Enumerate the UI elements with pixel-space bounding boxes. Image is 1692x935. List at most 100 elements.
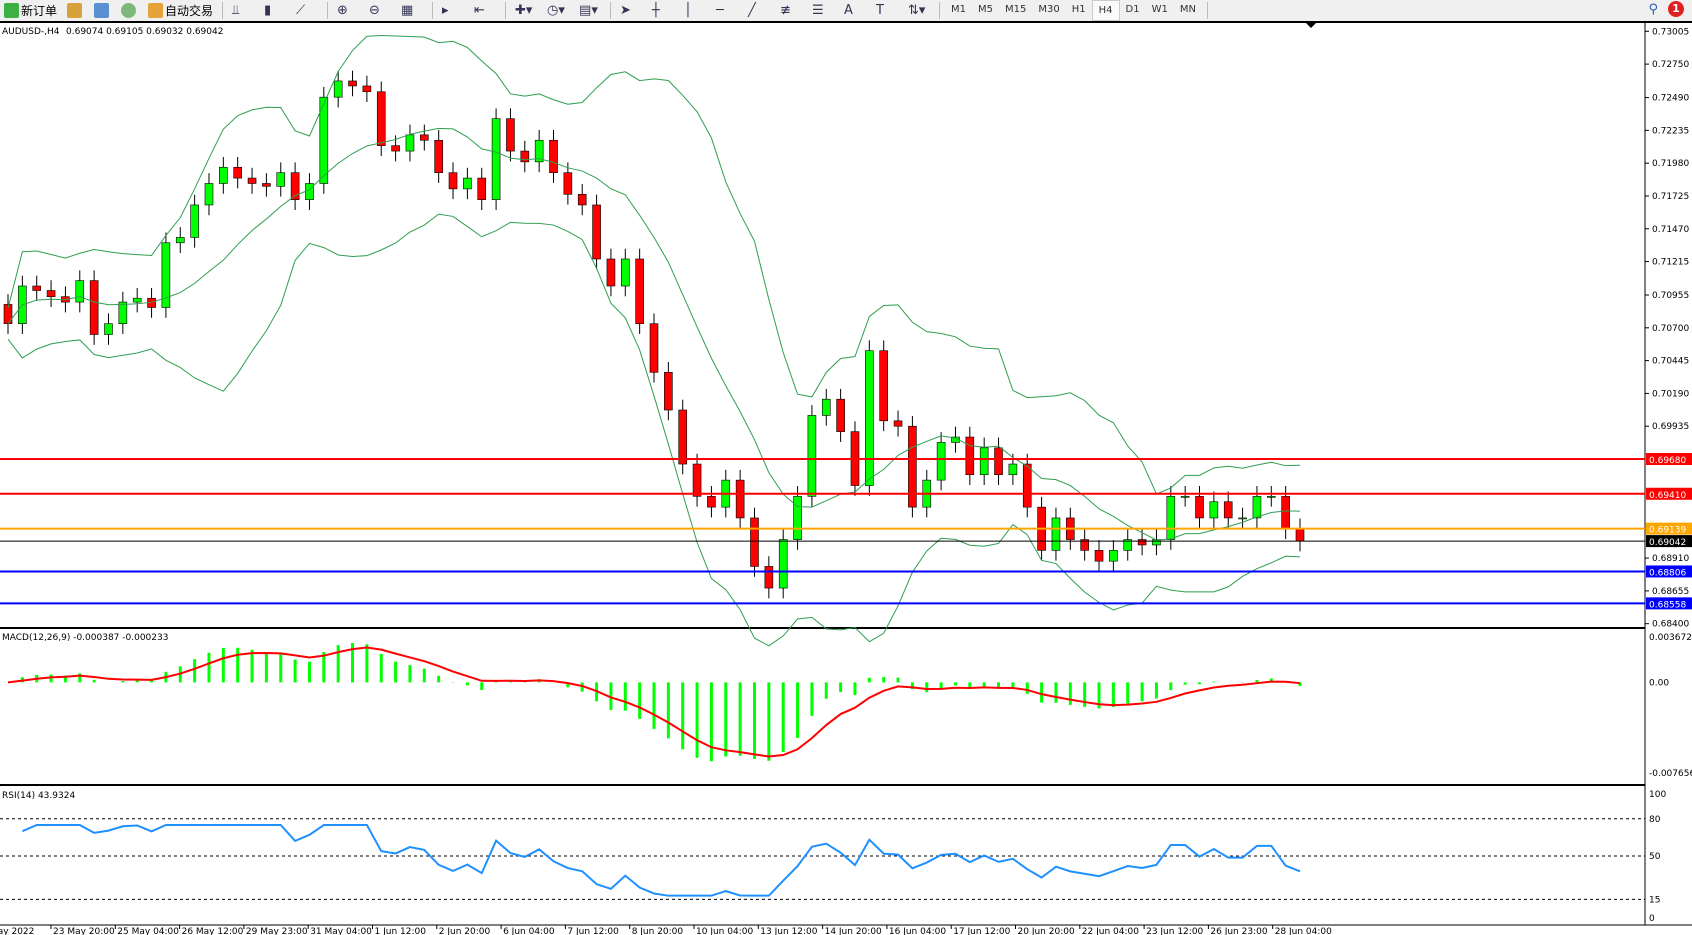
candle xyxy=(678,409,688,465)
time-label: 28 Jun 04:00 xyxy=(1275,927,1332,935)
cursor-button[interactable]: ➤ xyxy=(620,3,631,18)
candle xyxy=(520,150,530,163)
auto-trading-icon xyxy=(148,3,164,18)
notification-badge[interactable]: 1 xyxy=(1668,1,1684,17)
price-label: 0.68910 xyxy=(1652,554,1689,564)
terminal-button[interactable] xyxy=(90,1,115,20)
auto-trading-button[interactable]: 自动交易 xyxy=(144,1,217,20)
time-label: 23 Jun 12:00 xyxy=(1146,927,1203,935)
timeframe-m1[interactable]: M1 xyxy=(951,4,967,15)
macd-axis-label: -0.007656 xyxy=(1649,769,1692,779)
candle xyxy=(994,447,1003,476)
candle xyxy=(965,436,975,476)
fibonacci-button[interactable]: ☰ xyxy=(812,3,824,18)
candle xyxy=(219,166,228,184)
price-label: 0.72750 xyxy=(1652,60,1689,70)
candle xyxy=(376,91,386,146)
time-label: 10 Jun 04:00 xyxy=(696,927,753,935)
timeframe-h4[interactable]: H4 xyxy=(1091,0,1120,21)
macd-label: MACD(12,26,9) -0.000387 -0.000233 xyxy=(2,633,168,643)
price-tag xyxy=(1646,453,1692,466)
chart-window[interactable]: 0.73005 0.72750 0.72490 0.72235 0.71980 0.717… xyxy=(0,23,1692,935)
macd-signal-line xyxy=(7,646,1301,758)
timeframe-m5[interactable]: M5 xyxy=(978,4,994,15)
timeframe-h1[interactable]: H1 xyxy=(1071,4,1086,15)
candle xyxy=(707,496,716,508)
vertical-line-button[interactable]: │ xyxy=(684,3,692,18)
auto-scroll-button[interactable]: ▸ xyxy=(442,3,449,18)
tile-windows-button[interactable]: ▦ xyxy=(401,3,414,18)
new-order-button[interactable]: 新订单 xyxy=(0,1,61,20)
candle xyxy=(1080,539,1089,551)
crosshair-button[interactable]: ┼ xyxy=(652,3,660,18)
candle xyxy=(506,118,515,152)
chart-background xyxy=(0,23,1692,935)
time-label: 2 Jun 20:00 xyxy=(439,927,491,935)
bar-chart-button[interactable]: ⫫ xyxy=(232,3,240,18)
price-tag-label: 0.68806 xyxy=(1649,568,1686,578)
price-tag xyxy=(1646,522,1692,535)
price-label: 0.72235 xyxy=(1652,126,1689,136)
zoom-out-button[interactable]: ⊖ xyxy=(369,3,380,18)
templates-button[interactable]: ▤▾ xyxy=(579,3,598,18)
candle xyxy=(735,479,745,519)
candle xyxy=(348,80,357,87)
candle xyxy=(391,145,400,152)
rsi-line xyxy=(21,824,1301,897)
candle xyxy=(362,85,372,93)
price-tag-label: 0.68558 xyxy=(1649,600,1686,610)
zoom-in-button[interactable]: ⊕ xyxy=(337,3,348,18)
time-label: 1 Jun 12:00 xyxy=(375,927,427,935)
timeframe-m15[interactable]: M15 xyxy=(1005,4,1027,15)
equidistant-channel-button[interactable]: ≢ xyxy=(780,3,791,18)
line-chart-button[interactable]: ⟋ xyxy=(296,3,306,18)
candle xyxy=(290,172,300,200)
price-label: 0.68655 xyxy=(1652,587,1689,597)
text-button[interactable]: A xyxy=(844,3,853,18)
candle xyxy=(1137,539,1147,546)
bollinger-middle xyxy=(7,127,1301,541)
candle xyxy=(477,177,487,200)
candle xyxy=(778,539,788,589)
candle xyxy=(764,566,774,589)
navigator-button[interactable] xyxy=(63,1,88,20)
arrows-button[interactable]: ⇅▾ xyxy=(908,3,926,18)
price-label: 0.70955 xyxy=(1652,291,1689,301)
separator xyxy=(1206,2,1208,19)
candle xyxy=(750,517,759,567)
candle xyxy=(204,183,214,206)
price-tag-label: 0.69042 xyxy=(1649,538,1686,548)
time-label: 31 May 04:00 xyxy=(310,927,372,935)
candle xyxy=(233,166,242,179)
candle xyxy=(620,258,630,287)
separator xyxy=(327,2,329,19)
candle xyxy=(491,118,501,200)
trendline-button[interactable]: ╱ xyxy=(748,3,756,18)
signal-icon xyxy=(121,3,137,18)
candle xyxy=(836,398,845,432)
candle xyxy=(32,285,42,291)
timeframe-w1[interactable]: W1 xyxy=(1151,4,1168,15)
ohlc-label: 0.69074 0.69105 0.69032 0.69042 xyxy=(66,27,223,37)
candle xyxy=(534,139,544,163)
horizontal-line-button[interactable]: ─ xyxy=(716,3,724,18)
periods-button[interactable]: ◷▾ xyxy=(547,3,565,18)
timeframe-d1[interactable]: D1 xyxy=(1125,4,1140,15)
candle xyxy=(161,242,171,308)
indicators-button[interactable]: ✚▾ xyxy=(515,3,533,18)
candlestick-button[interactable]: ▮ xyxy=(264,3,272,18)
timeframe-m30[interactable]: M30 xyxy=(1038,4,1060,15)
signals-button[interactable] xyxy=(117,1,142,20)
candle xyxy=(247,177,257,184)
time-label: May 2022 xyxy=(0,927,34,935)
candle xyxy=(1238,517,1247,520)
price-label: 0.69935 xyxy=(1652,422,1689,432)
rsi-axis-label: 50 xyxy=(1649,852,1661,862)
chart-shift-button[interactable]: ⇤ xyxy=(474,3,485,18)
search-icon[interactable]: ⚲ xyxy=(1648,2,1658,17)
candle xyxy=(319,96,329,184)
timeframe-mn[interactable]: MN xyxy=(1179,4,1196,15)
label-button[interactable]: T xyxy=(876,3,884,18)
candle xyxy=(132,297,142,303)
macd-axis-label: 0.003672 xyxy=(1649,633,1692,643)
